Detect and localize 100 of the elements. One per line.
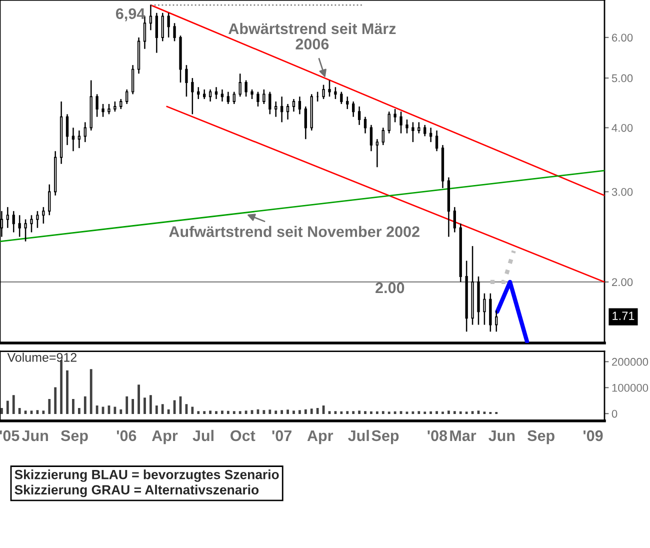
candlestick xyxy=(238,73,242,98)
candlestick xyxy=(453,206,456,233)
candlestick xyxy=(185,64,188,98)
x-tick-label: Apr xyxy=(307,430,334,444)
candlestick xyxy=(114,100,116,112)
y-tick-label: 200000 xyxy=(612,358,648,366)
candlestick xyxy=(36,210,39,229)
text: Skizzierung BLAU = bevorzugtes Szenario Skizzierung GRAU = Alternativszenario xyxy=(14,470,279,498)
candlestick xyxy=(418,122,420,134)
candlestick xyxy=(495,310,498,332)
x-tick-label: Sep xyxy=(528,430,554,444)
candlestick xyxy=(435,130,438,152)
text: 1.71 xyxy=(612,312,634,320)
x-tick-label: Jul xyxy=(192,430,214,442)
annotation: Volume=912 xyxy=(7,352,76,362)
candlestick xyxy=(84,122,86,143)
candlestick xyxy=(346,96,349,110)
candlestick xyxy=(274,100,278,118)
candlestick xyxy=(262,88,266,105)
candlestick xyxy=(18,214,21,238)
candlestick xyxy=(328,80,331,98)
candlestick xyxy=(197,86,200,100)
candlestick xyxy=(155,12,158,54)
ref-line-label: 2.00 xyxy=(376,282,404,294)
y-tick-label: 100000 xyxy=(612,384,648,392)
candlestick xyxy=(30,214,33,233)
candlestick xyxy=(149,4,152,31)
annotation: 6,94 xyxy=(116,8,146,22)
y-tick-label: 4.00 xyxy=(612,124,633,132)
candlestick xyxy=(126,88,128,105)
x-tick-label: '09 xyxy=(584,430,603,442)
candlestick xyxy=(280,96,284,123)
candlestick xyxy=(244,80,248,98)
candlestick xyxy=(167,12,170,38)
candlestick xyxy=(208,88,212,102)
candlestick xyxy=(322,84,325,100)
candlestick xyxy=(292,98,296,112)
candlestick xyxy=(394,108,396,123)
candlestick xyxy=(340,91,343,105)
y-tick-label: 3.00 xyxy=(612,188,633,196)
candlestick xyxy=(304,106,307,140)
candlestick xyxy=(24,218,27,242)
candlestick xyxy=(102,103,104,118)
y-tick-label: 0 xyxy=(612,410,618,418)
candlestick xyxy=(12,210,15,233)
candlestick xyxy=(232,91,236,105)
candlestick xyxy=(48,184,51,216)
x-tick-label: '08 xyxy=(428,430,448,442)
candlestick xyxy=(214,86,218,100)
candlestick xyxy=(131,64,134,95)
x-tick-label: Jul xyxy=(348,430,369,442)
candlestick xyxy=(483,292,486,326)
candlestick xyxy=(6,206,9,229)
candlestick xyxy=(42,206,45,224)
candlestick xyxy=(352,100,355,118)
candlestick xyxy=(250,88,254,100)
candlestick xyxy=(220,88,224,102)
candlestick xyxy=(120,98,122,110)
x-tick-label: '07 xyxy=(272,430,292,442)
x-tick-label: Mar xyxy=(450,430,476,442)
x-tick-label: '06 xyxy=(116,430,136,442)
y-tick-label: 6.00 xyxy=(612,34,633,42)
candlestick xyxy=(424,124,426,137)
candlestick xyxy=(286,103,290,120)
candlestick xyxy=(268,91,272,115)
x-tick-label: Apr xyxy=(152,430,178,444)
x-tick-label: Sep xyxy=(372,430,399,444)
candlestick xyxy=(173,22,176,42)
candlestick xyxy=(78,130,81,149)
candlestick xyxy=(226,91,230,105)
candlestick xyxy=(256,91,260,108)
candlestick xyxy=(203,88,206,100)
candlestick xyxy=(382,127,384,146)
candlestick xyxy=(161,12,164,42)
candlestick xyxy=(406,118,408,134)
x-tick-label: '05 xyxy=(0,430,20,442)
candlestick xyxy=(364,116,367,134)
candlestick xyxy=(358,106,361,126)
annotation: Abwärtstrend seit März 2006 xyxy=(228,22,396,50)
candlestick xyxy=(370,124,373,152)
candlestick xyxy=(96,94,98,118)
x-tick-label: Jun xyxy=(488,430,515,442)
candlestick xyxy=(298,96,302,115)
candlestick xyxy=(412,122,414,143)
annotation: Aufwärtstrend seit November 2002 xyxy=(169,226,420,238)
candlestick xyxy=(400,110,402,134)
y-tick-label: 5.00 xyxy=(612,74,633,82)
candlestick xyxy=(143,16,146,50)
candlestick xyxy=(376,138,379,168)
candlestick xyxy=(191,77,194,115)
x-tick-label: Jun xyxy=(22,430,48,442)
candlestick xyxy=(429,127,432,143)
candlestick xyxy=(334,86,337,100)
candlestick xyxy=(108,103,110,115)
x-tick-label: Oct xyxy=(230,430,256,442)
x-tick-label: Sep xyxy=(60,430,88,444)
y-tick-label: 2.00 xyxy=(612,278,633,286)
candlestick xyxy=(388,110,390,134)
candlestick xyxy=(72,127,75,152)
candlestick xyxy=(66,114,69,146)
